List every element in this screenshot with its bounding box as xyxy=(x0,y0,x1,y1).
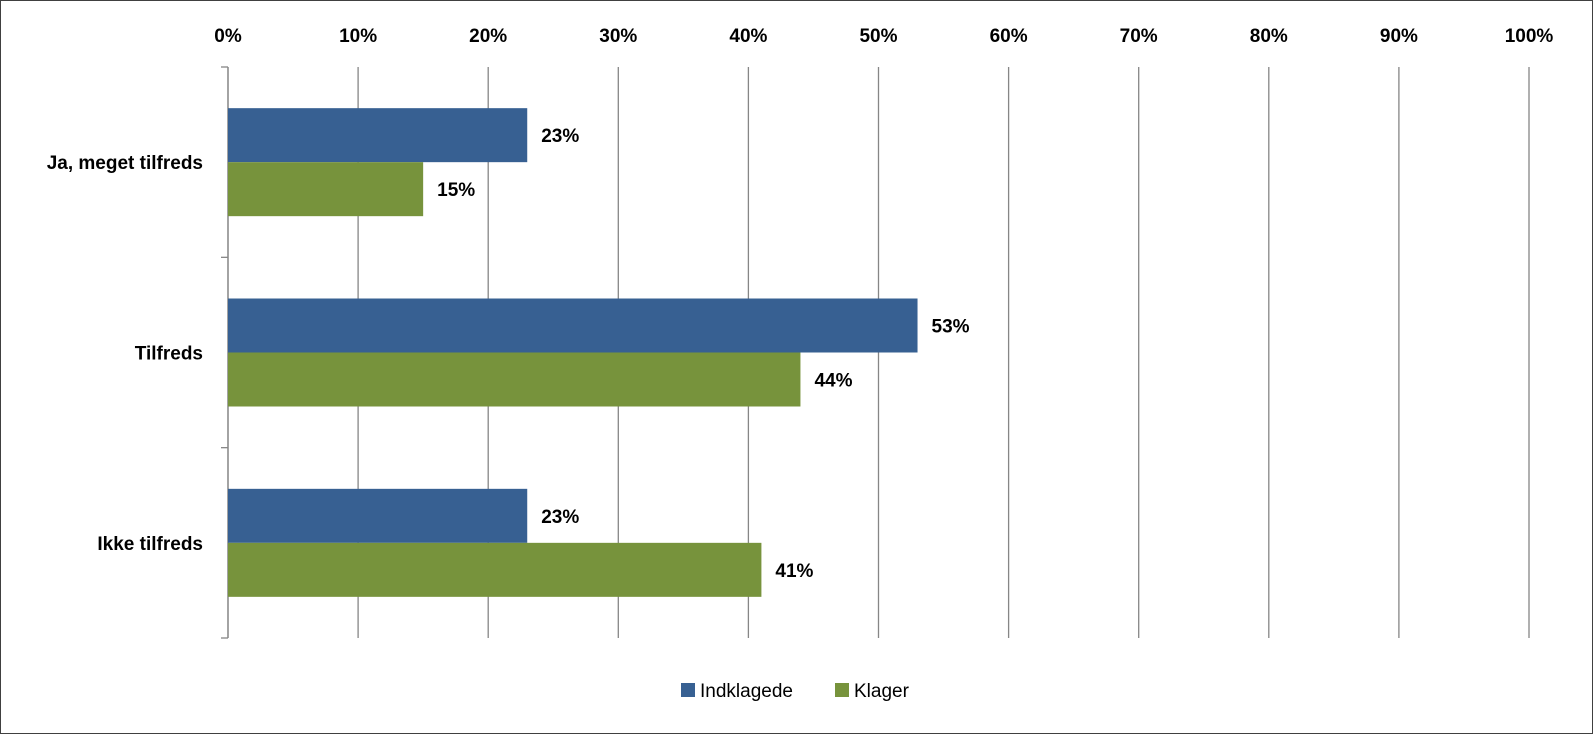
bar-klager xyxy=(228,353,800,407)
legend-label: Klager xyxy=(854,681,910,702)
bar-klager xyxy=(228,543,761,597)
bar-indklagede xyxy=(228,299,918,353)
data-label: 53% xyxy=(932,317,970,338)
data-label: 15% xyxy=(437,180,475,201)
data-label: 23% xyxy=(541,507,579,528)
data-label: 41% xyxy=(775,561,813,582)
category-label: Tilfreds xyxy=(135,344,203,365)
x-axis-tick-labels: 0% 10% 20% 30% 40% 50% 60% 70% 80% 90% 100% xyxy=(214,26,1553,47)
category-labels: Ja, meget tilfreds Tilfreds Ikke tilfreds xyxy=(47,153,203,555)
legend-label: Indklagede xyxy=(700,681,793,702)
category-label: Ja, meget tilfreds xyxy=(47,153,203,174)
x-tick-label: 50% xyxy=(859,26,897,47)
x-tick-label: 10% xyxy=(339,26,377,47)
x-tick-label: 30% xyxy=(599,26,637,47)
x-tick-label: 90% xyxy=(1380,26,1418,47)
x-tick-label: 40% xyxy=(729,26,767,47)
bar-indklagede xyxy=(228,489,527,543)
bar-indklagede xyxy=(228,108,527,162)
x-tick-label: 60% xyxy=(990,26,1028,47)
data-label: 44% xyxy=(814,371,852,392)
x-tick-label: 0% xyxy=(214,26,242,47)
legend-swatch xyxy=(835,683,849,697)
x-tick-label: 100% xyxy=(1505,26,1554,47)
x-tick-label: 20% xyxy=(469,26,507,47)
legend: Indklagede Klager xyxy=(681,681,910,702)
x-tick-label: 70% xyxy=(1120,26,1158,47)
x-tick-label: 80% xyxy=(1250,26,1288,47)
legend-swatch xyxy=(681,683,695,697)
bar-klager xyxy=(228,162,423,216)
data-label: 23% xyxy=(541,126,579,147)
category-label: Ikke tilfreds xyxy=(97,534,203,555)
